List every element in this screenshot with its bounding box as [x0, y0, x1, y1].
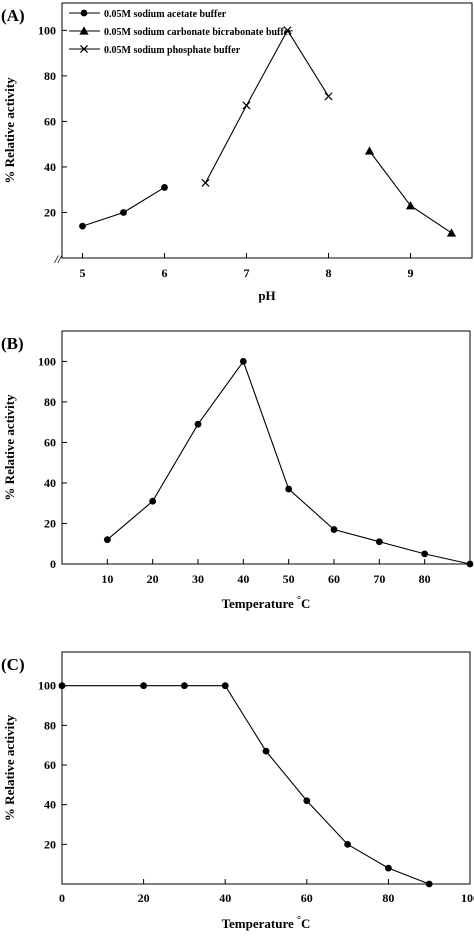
x-tick-label: 9	[408, 266, 414, 280]
data-point-circle	[425, 880, 433, 888]
plot-frame	[61, 330, 471, 565]
x-tick-label: 80	[382, 891, 394, 905]
x-tick-label: 50	[283, 572, 295, 586]
data-point-triangle	[446, 228, 457, 237]
data-point-circle	[58, 682, 66, 690]
data-point-cross	[242, 101, 251, 110]
x-tick-label: 10	[101, 572, 113, 586]
data-point-circle	[79, 222, 86, 230]
data-point-circle	[303, 797, 311, 805]
data-point-circle	[221, 682, 229, 690]
y-tick-label: 80	[44, 718, 56, 732]
y-tick-label: 60	[44, 758, 56, 772]
data-point-circle	[103, 536, 111, 544]
series-line-1	[62, 685, 430, 885]
x-axis-title: Temperature °C	[222, 595, 311, 611]
data-point-circle	[385, 864, 392, 872]
legend-label: 0.05M sodium acetate buffer	[104, 9, 227, 20]
data-point-circle	[262, 747, 270, 755]
y-tick-label: 80	[44, 395, 56, 409]
data-point-circle	[466, 560, 474, 568]
x-axis-title: Temperature °C	[222, 915, 311, 931]
data-point-circle	[239, 357, 247, 365]
x-tick-label: 60	[301, 891, 313, 905]
y-tick-label: 40	[44, 160, 56, 174]
data-point-circle	[344, 840, 351, 848]
y-tick-label: 60	[44, 114, 56, 128]
series-line-2	[369, 150, 452, 234]
plot-frame	[61, 2, 473, 259]
x-tick-label: 80	[419, 572, 431, 586]
data-point-cross	[324, 92, 333, 101]
y-tick-label: 40	[44, 476, 56, 490]
y-tick-label: 100	[38, 354, 56, 368]
chart-panel-3: (C) 20 40 60 80 100 0 20 40 60 80 100 Temperature °C…	[1, 651, 474, 931]
y-tick-label: 100	[38, 679, 56, 693]
series-line-1	[82, 186, 165, 227]
x-tick-label: 0	[59, 891, 65, 905]
x-tick-label: 6	[162, 266, 168, 280]
data-point-cross	[201, 178, 210, 187]
legend-label: 0.05M sodium carbonate bicrabonate buffe…	[104, 27, 293, 38]
y-tick-label: 60	[44, 435, 56, 449]
x-tick-label: 8	[326, 266, 332, 280]
x-axis-title: pH	[258, 288, 275, 303]
x-tick-label: 40	[237, 572, 249, 586]
data-point-circle	[120, 209, 127, 216]
x-tick-label: 5	[80, 266, 86, 280]
legend-marker-cross	[79, 44, 89, 54]
x-tick-label: 20	[138, 891, 150, 905]
x-tick-label: 20	[147, 572, 159, 586]
chart-panel-2: (B) 0 20 40 60 80 100 10 20 30 40 50 60 70 80 Temperatu…	[1, 330, 474, 611]
data-point-circle	[181, 682, 188, 690]
y-axis-title: % Relative activity	[2, 714, 17, 821]
legend-marker-triangle	[79, 26, 89, 35]
x-tick-label: 100	[461, 891, 474, 905]
x-tick-label: 30	[192, 572, 204, 586]
series-line-1	[106, 360, 471, 565]
y-axis-title: % Relative activity	[2, 77, 17, 184]
y-axis-title: % Relative activity	[2, 394, 17, 501]
y-tick-label: 20	[44, 516, 56, 530]
data-point-circle	[375, 538, 383, 546]
y-tick-label: 80	[44, 69, 56, 83]
series-line-3	[205, 29, 329, 184]
data-point-circle	[140, 682, 148, 690]
data-point-cross	[283, 26, 292, 35]
y-tick-label: 20	[44, 205, 56, 219]
data-point-circle	[161, 184, 168, 191]
legend-marker-circle	[80, 9, 88, 17]
panel-label: (A)	[1, 6, 25, 25]
y-tick-label: 0	[50, 557, 56, 571]
x-tick-label: 70	[373, 572, 385, 586]
x-tick-label: 7	[244, 266, 250, 280]
x-tick-label: 60	[328, 572, 340, 586]
panel-label: (B)	[1, 334, 24, 353]
data-point-triangle	[405, 201, 416, 210]
chart-panel-1: (A) 20 40 60 80 100 5 6 7 8 9 // pH % Relative activi…	[1, 2, 473, 303]
data-point-circle	[194, 420, 202, 428]
data-point-circle	[285, 485, 293, 493]
y-tick-label: 20	[44, 837, 56, 851]
y-tick-label: 100	[38, 23, 56, 37]
data-point-circle	[149, 497, 157, 505]
x-tick-label: 40	[219, 891, 231, 905]
legend: 0.05M sodium acetate buffer 0.05M sodium …	[69, 9, 293, 56]
axis-break-mark: //	[54, 252, 63, 266]
panel-label: (C)	[1, 655, 25, 674]
data-point-circle	[330, 526, 338, 533]
y-tick-label: 40	[44, 798, 56, 812]
data-point-circle	[421, 550, 429, 558]
data-point-triangle	[364, 146, 375, 155]
plot-frame	[61, 651, 471, 885]
legend-label: 0.05M sodium phosphate buffer	[104, 45, 241, 56]
